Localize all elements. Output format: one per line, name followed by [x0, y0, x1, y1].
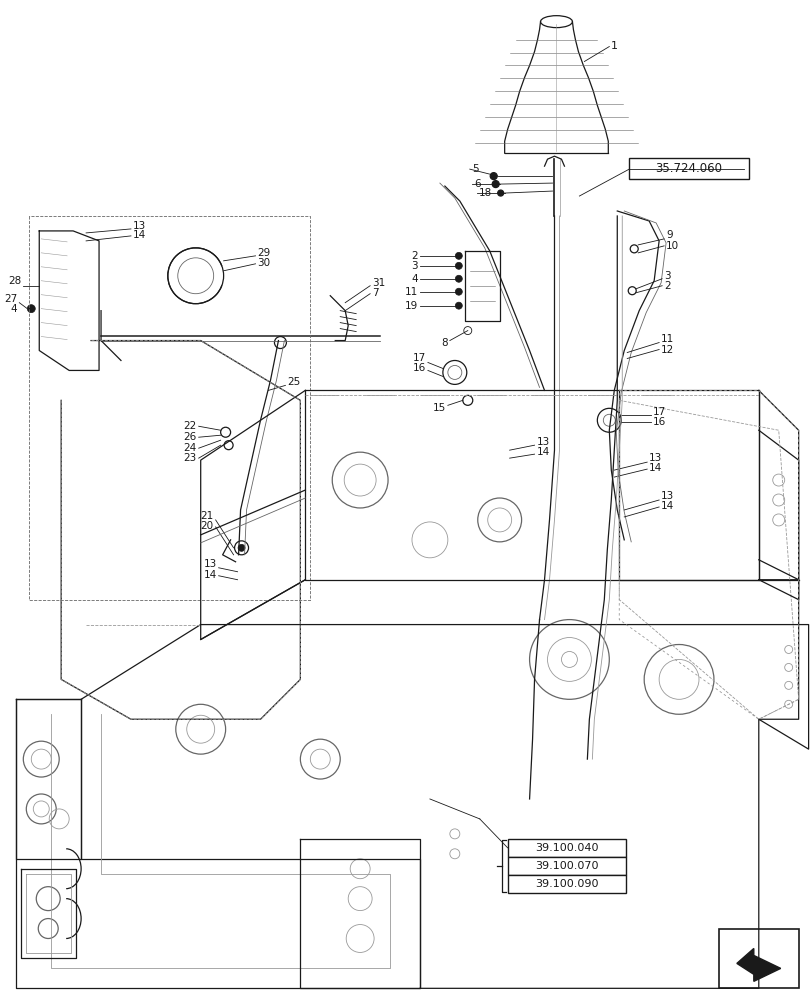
Text: 6: 6	[473, 179, 480, 189]
Text: 13: 13	[203, 559, 217, 569]
Text: 2: 2	[663, 281, 670, 291]
Text: 24: 24	[183, 443, 196, 453]
Text: 10: 10	[665, 241, 678, 251]
Text: 16: 16	[412, 363, 426, 373]
Text: 13: 13	[648, 453, 662, 463]
Text: 14: 14	[133, 230, 146, 240]
Text: 8: 8	[440, 338, 448, 348]
Circle shape	[455, 262, 461, 269]
Text: 31: 31	[371, 278, 385, 288]
Text: 15: 15	[432, 403, 445, 413]
Circle shape	[490, 173, 496, 180]
Text: 3: 3	[411, 261, 418, 271]
Text: 14: 14	[536, 447, 549, 457]
Text: 4: 4	[411, 274, 418, 284]
Text: 13: 13	[536, 437, 549, 447]
Text: 23: 23	[183, 453, 196, 463]
Circle shape	[497, 190, 503, 196]
Text: 14: 14	[648, 463, 662, 473]
Text: 4: 4	[11, 304, 17, 314]
Text: 39.100.040: 39.100.040	[534, 843, 598, 853]
Bar	[507, 839, 625, 857]
Text: 25: 25	[287, 377, 300, 387]
Polygon shape	[736, 948, 779, 981]
Circle shape	[455, 275, 461, 282]
Text: 35.724.060: 35.724.060	[654, 162, 722, 175]
Bar	[718, 929, 798, 988]
Text: 20: 20	[200, 521, 213, 531]
Text: 17: 17	[652, 407, 666, 417]
Text: 1: 1	[611, 41, 617, 51]
Text: 18: 18	[478, 188, 491, 198]
Text: 26: 26	[183, 432, 196, 442]
Text: 16: 16	[652, 417, 666, 427]
Text: 14: 14	[203, 570, 217, 580]
Text: 13: 13	[133, 221, 146, 231]
Text: 14: 14	[660, 501, 674, 511]
Bar	[629, 158, 748, 179]
Text: 9: 9	[665, 230, 672, 240]
Text: 3: 3	[663, 271, 670, 281]
Circle shape	[455, 302, 461, 309]
Text: 12: 12	[660, 345, 674, 355]
Text: 27: 27	[4, 294, 17, 304]
Text: 17: 17	[412, 353, 426, 363]
Text: 39.100.090: 39.100.090	[534, 879, 598, 889]
Text: 11: 11	[660, 334, 674, 344]
Text: 39.100.070: 39.100.070	[534, 861, 598, 871]
Text: 22: 22	[183, 421, 196, 431]
Text: 28: 28	[8, 276, 21, 286]
Text: 11: 11	[404, 287, 418, 297]
Text: 5: 5	[471, 164, 478, 174]
Text: 7: 7	[371, 288, 378, 298]
Text: 2: 2	[411, 251, 418, 261]
Bar	[507, 857, 625, 875]
Circle shape	[455, 252, 461, 259]
Text: 13: 13	[660, 491, 674, 501]
Circle shape	[238, 544, 245, 551]
Circle shape	[491, 181, 499, 188]
Circle shape	[455, 288, 461, 295]
Text: 29: 29	[257, 248, 270, 258]
Circle shape	[28, 305, 35, 313]
Text: 19: 19	[404, 301, 418, 311]
Text: 30: 30	[257, 258, 270, 268]
Text: 21: 21	[200, 511, 213, 521]
Bar	[507, 875, 625, 893]
